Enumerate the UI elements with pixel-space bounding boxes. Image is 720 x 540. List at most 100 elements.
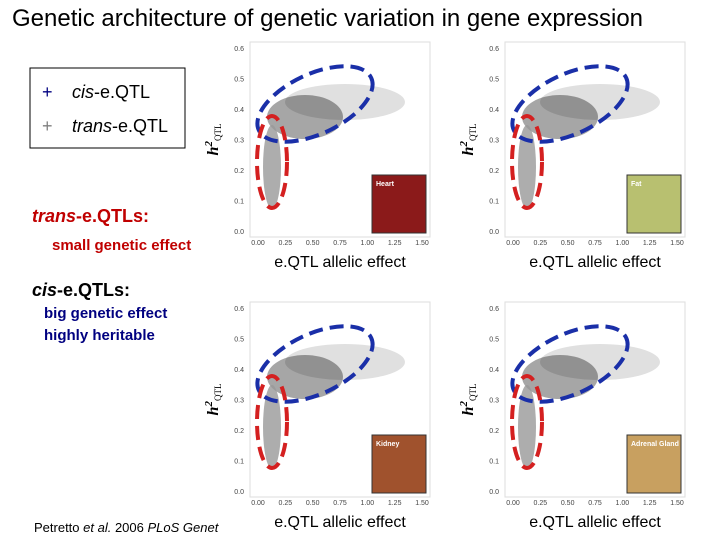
note-heading: cis-e.QTLs: xyxy=(32,280,130,300)
x-tick-label: 0.00 xyxy=(506,500,520,507)
slide-title: Genetic architecture of genetic variatio… xyxy=(12,5,643,32)
cis-cloud xyxy=(267,355,343,399)
trans-circle xyxy=(510,114,544,210)
y-tick-label: 0.0 xyxy=(489,229,499,236)
y-tick-label: 0.4 xyxy=(234,107,244,114)
x-axis-label: e.QTL allelic effect xyxy=(529,254,661,271)
y-label-sup: 2 xyxy=(203,401,215,408)
citation-year: 2006 xyxy=(111,520,147,535)
cis-cloud xyxy=(267,95,343,139)
note-italic: trans xyxy=(32,206,76,226)
tissue-image xyxy=(626,434,682,494)
y-tick-label: 0.2 xyxy=(489,428,499,435)
x-axis-label: e.QTL allelic effect xyxy=(274,514,406,531)
x-tick-label: 1.50 xyxy=(415,500,429,507)
x-tick-label: 0.50 xyxy=(306,500,320,507)
y-tick-label: 0.4 xyxy=(234,367,244,374)
trans-cloud xyxy=(518,125,536,209)
y-axis-label: h2QTL xyxy=(458,124,478,156)
tissue-label: Kidney xyxy=(376,441,399,448)
legend-box xyxy=(29,67,186,149)
y-label-base: h xyxy=(460,146,477,155)
note-rest: -e.QTLs: xyxy=(76,206,149,226)
trans-circle xyxy=(255,114,289,210)
scatter-panel: 0.6 0.5 0.4 0.3 0.2 0.1 0.0 0.00 0.25 0.50 0.75 1.0… xyxy=(203,41,431,271)
x-axis-label: e.QTL allelic effect xyxy=(274,254,406,271)
trans-cloud xyxy=(263,125,281,209)
y-label-sub: QTL xyxy=(468,384,478,402)
y-label-sub: QTL xyxy=(468,124,478,142)
legend-label: cis-e.QTL xyxy=(72,82,150,102)
x-tick-label: 0.75 xyxy=(333,500,347,507)
x-tick-label: 1.50 xyxy=(415,240,429,247)
note-line: big genetic effect xyxy=(44,305,167,322)
y-label-sup: 2 xyxy=(203,141,215,148)
y-label-base: h xyxy=(205,146,222,155)
tissue-label: Adrenal Gland xyxy=(631,441,679,448)
legend-label: trans-e.QTL xyxy=(72,116,168,136)
y-tick-label: 0.1 xyxy=(489,199,499,206)
note-rest: -e.QTLs: xyxy=(57,280,130,300)
y-tick-label: 0.6 xyxy=(489,46,499,53)
y-tick-label: 0.0 xyxy=(234,229,244,236)
cis-cloud-spread xyxy=(540,84,660,120)
y-tick-label: 0.3 xyxy=(234,398,244,405)
x-tick-label: 0.75 xyxy=(588,500,602,507)
y-label-base: h xyxy=(460,406,477,415)
y-tick-label: 0.2 xyxy=(234,428,244,435)
note-line: highly heritable xyxy=(44,327,155,344)
cis-circle xyxy=(255,324,375,404)
tissue-label: Heart xyxy=(376,181,395,188)
y-tick-label: 0.4 xyxy=(489,367,499,374)
citation-author: Petretto xyxy=(34,520,83,535)
legend-italic: cis xyxy=(72,82,94,102)
y-axis-label: h2QTL xyxy=(458,384,478,416)
x-axis-label: e.QTL allelic effect xyxy=(529,514,661,531)
y-tick-label: 0.2 xyxy=(489,168,499,175)
x-tick-label: 1.50 xyxy=(670,240,684,247)
legend-rest: -e.QTL xyxy=(112,116,168,136)
x-tick-label: 1.25 xyxy=(643,240,657,247)
y-label-sup: 2 xyxy=(458,141,470,148)
y-label-base: h xyxy=(205,406,222,415)
y-tick-label: 0.1 xyxy=(489,459,499,466)
y-tick-label: 0.1 xyxy=(234,199,244,206)
x-tick-label: 0.50 xyxy=(561,500,575,507)
cis-cloud xyxy=(522,95,598,139)
x-tick-label: 1.25 xyxy=(388,240,402,247)
citation-etal: et al. xyxy=(83,520,111,535)
note-heading: trans-e.QTLs: xyxy=(32,206,149,226)
cis-circle xyxy=(255,64,375,144)
y-tick-label: 0.5 xyxy=(489,337,499,344)
legend-marker: + xyxy=(42,116,53,136)
cis-cloud-spread xyxy=(285,84,405,120)
scatter-panel: 0.6 0.5 0.4 0.3 0.2 0.1 0.0 0.00 0.25 0.50 0.75 1.0… xyxy=(203,301,431,531)
x-tick-label: 1.00 xyxy=(616,500,630,507)
y-tick-label: 0.3 xyxy=(489,138,499,145)
y-tick-label: 0.5 xyxy=(234,77,244,84)
legend-italic: trans xyxy=(72,116,112,136)
y-tick-label: 0.1 xyxy=(234,459,244,466)
legend: + cis-e.QTL + trans-e.QTL xyxy=(42,82,168,136)
x-tick-label: 0.25 xyxy=(279,240,293,247)
y-tick-label: 0.0 xyxy=(234,489,244,496)
y-tick-label: 0.6 xyxy=(234,306,244,313)
y-tick-label: 0.5 xyxy=(234,337,244,344)
x-tick-label: 1.00 xyxy=(361,240,375,247)
trans-cloud xyxy=(263,385,281,469)
y-tick-label: 0.2 xyxy=(234,168,244,175)
tissue-image xyxy=(371,174,427,234)
note-italic: cis xyxy=(32,280,57,300)
scatter-panel: 0.6 0.5 0.4 0.3 0.2 0.1 0.0 0.00 0.25 0.50 0.75 1.0… xyxy=(458,41,686,271)
x-tick-label: 1.00 xyxy=(361,500,375,507)
x-tick-label: 0.00 xyxy=(251,500,265,507)
y-tick-label: 0.0 xyxy=(489,489,499,496)
legend-marker: + xyxy=(42,82,53,102)
y-tick-label: 0.3 xyxy=(489,398,499,405)
tissue-image xyxy=(371,434,427,494)
legend-rest: -e.QTL xyxy=(94,82,150,102)
citation-journal: PLoS Genet xyxy=(147,520,219,535)
trans-circle xyxy=(510,374,544,470)
cis-cloud xyxy=(522,355,598,399)
x-tick-label: 0.50 xyxy=(561,240,575,247)
